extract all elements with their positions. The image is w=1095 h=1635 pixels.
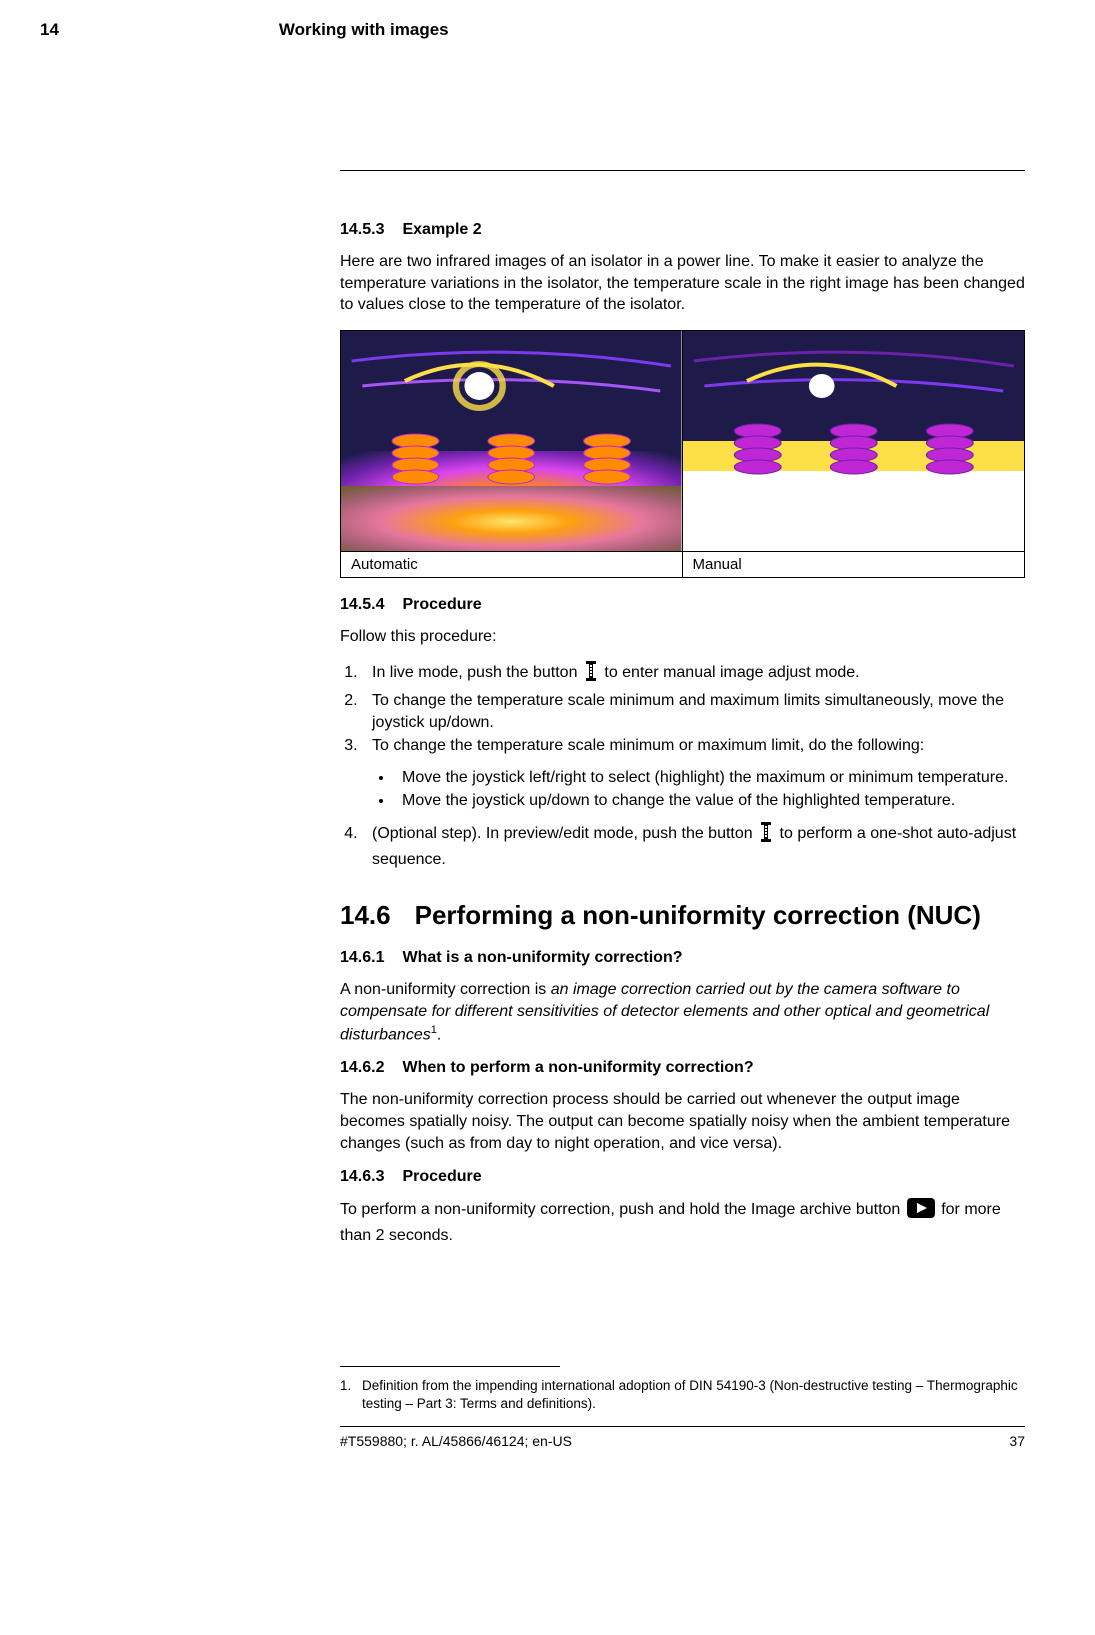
heading-title: Example 2 [402,221,481,238]
heading-14-5-4: 14.5.4 Procedure [340,596,1025,614]
divider-top [340,170,1025,171]
footnote-separator [340,1366,560,1367]
heading-num: 14.5.4 [340,596,384,613]
thermal-image-automatic [341,331,682,551]
heading-num: 14.5.3 [340,221,384,238]
heading-num: 14.6.3 [340,1168,384,1185]
step-4a: (Optional step). In preview/edit mode, p… [372,825,757,842]
thermal-image-manual [683,331,1025,551]
procedure-list: In live mode, push the button to enter m… [362,661,1025,870]
step-2: To change the temperature scale minimum … [362,690,1025,733]
main-content: 14.5.3 Example 2 Here are two infrared im… [340,170,1025,1449]
heading-14-5-3: 14.5.3 Example 2 [340,221,1025,239]
step-3-text: To change the temperature scale minimum … [372,737,924,754]
para-14-6-1: A non-uniformity correction is an image … [340,979,1025,1045]
heading-14-6-2: 14.6.2 When to perform a non-uniformity c… [340,1059,1025,1077]
figure-left [341,331,683,551]
step-4: (Optional step). In preview/edit mode, p… [362,822,1025,870]
step-1b: to enter manual image adjust mode. [600,664,860,681]
caption-manual: Manual [683,552,1025,577]
footnote-text: Definition from the impending internatio… [362,1377,1025,1412]
footnote: 1. Definition from the impending interna… [340,1377,1025,1412]
page-header: 14 Working with images [40,20,1035,40]
heading-title: Performing a non-uniformity correction (… [415,900,981,930]
para-14-5-3: Here are two infrared images of an isola… [340,251,1025,316]
adjust-button-icon [759,822,773,849]
page-footer: #T559880; r. AL/45866/46124; en-US 37 [340,1433,1025,1449]
step-1: In live mode, push the button to enter m… [362,661,1025,688]
chapter-number: 14 [40,20,59,40]
caption-automatic: Automatic [341,552,683,577]
step-3-sublist: Move the joystick left/right to select (… [394,767,1025,812]
para-a: A non-uniformity correction is [340,981,551,998]
figure-box: Automatic Manual [340,330,1025,578]
para-14-6-2: The non-uniformity correction process sh… [340,1089,1025,1154]
footer-divider [340,1426,1025,1427]
heading-title: Procedure [402,596,481,613]
para-c: . [437,1026,441,1043]
para-14-6-3: To perform a non-uniformity correction, … [340,1198,1025,1246]
para-a: To perform a non-uniformity correction, … [340,1201,905,1218]
heading-num: 14.6 [340,900,391,930]
step-3: To change the temperature scale minimum … [362,735,1025,812]
procedure-intro: Follow this procedure: [340,626,1025,648]
doc-id: #T559880; r. AL/45866/46124; en-US [340,1433,572,1449]
step-3-bullet-2: Move the joystick up/down to change the … [394,790,1025,812]
heading-title: When to perform a non-uniformity correct… [402,1059,753,1076]
heading-14-6: 14.6 Performing a non-uniformity correcti… [340,900,1025,931]
archive-button-icon [907,1198,935,1225]
heading-num: 14.6.1 [340,949,384,966]
footnote-num: 1. [340,1377,362,1412]
adjust-button-icon [584,661,598,688]
heading-title: Procedure [402,1168,481,1185]
heading-14-6-1: 14.6.1 What is a non-uniformity correctio… [340,949,1025,967]
heading-num: 14.6.2 [340,1059,384,1076]
figure-right [683,331,1025,551]
heading-title: What is a non-uniformity correction? [402,949,682,966]
step-3-bullet-1: Move the joystick left/right to select (… [394,767,1025,789]
heading-14-6-3: 14.6.3 Procedure [340,1168,1025,1186]
chapter-title: Working with images [279,20,449,40]
page-number: 37 [1009,1433,1025,1449]
step-1a: In live mode, push the button [372,664,582,681]
